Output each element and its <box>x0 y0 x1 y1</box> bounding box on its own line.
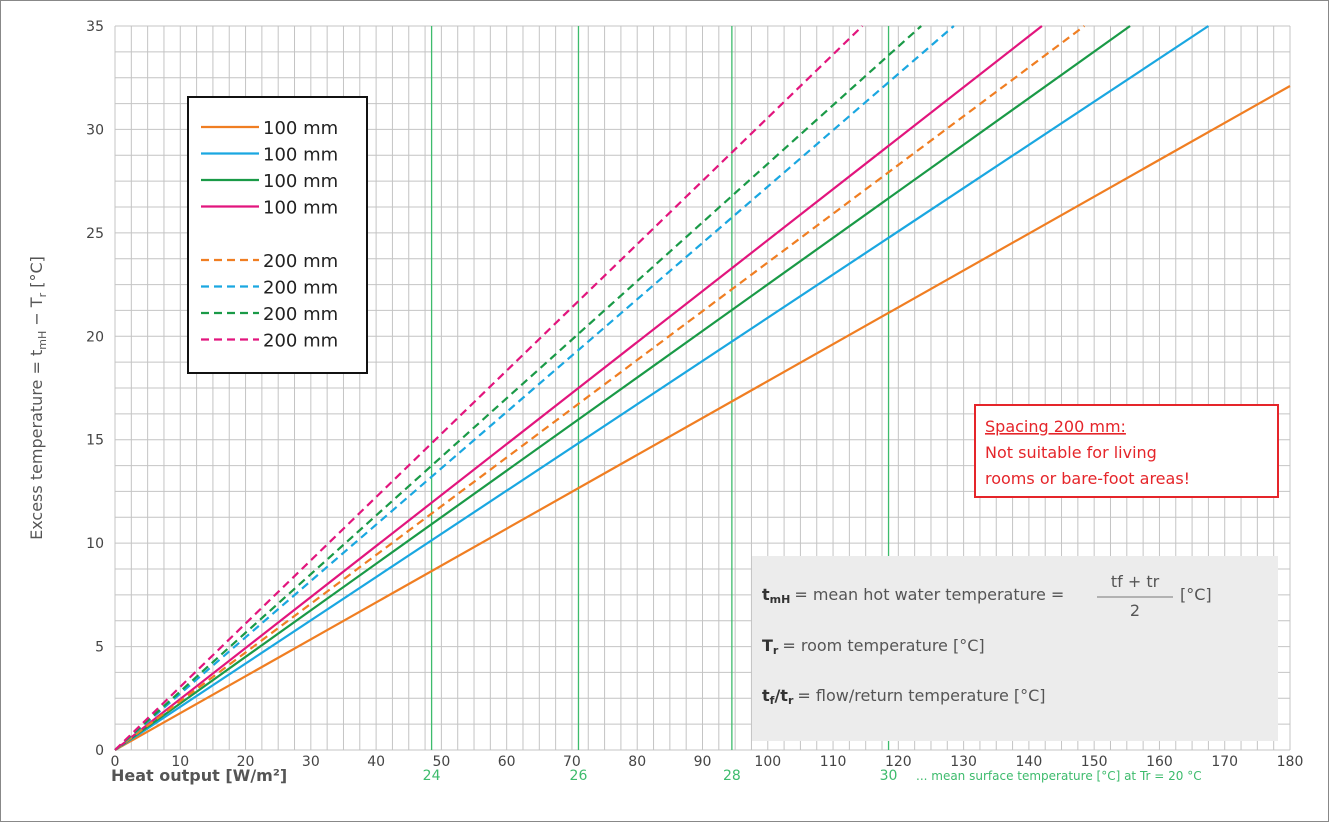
info-fraction-numerator: tf + tr <box>1111 572 1160 591</box>
warning-line-1: Not suitable for living <box>985 443 1157 462</box>
warning-line-2: rooms or bare-foot areas! <box>985 469 1190 488</box>
warning-box: Spacing 200 mm: Not suitable for living … <box>974 404 1279 498</box>
info-box: tmH = mean hot water temperature = tf + t… <box>752 556 1278 741</box>
x-tick-label: 90 <box>694 754 712 770</box>
warning-title: Spacing 200 mm: <box>985 417 1126 436</box>
x-tick-label: 40 <box>367 754 385 770</box>
x-tick-label: 120 <box>885 754 912 770</box>
info-tr-line: Tr = room temperature [°C] <box>762 636 985 657</box>
warning-border <box>974 404 1279 498</box>
x-tick-label: 160 <box>1146 754 1173 770</box>
x-tick-label: 130 <box>950 754 977 770</box>
info-box-background <box>752 556 1278 741</box>
x-tick-label: 50 <box>432 754 450 770</box>
series-line <box>114 25 1086 751</box>
y-tick-label: 30 <box>86 122 104 138</box>
x-tick-label: 100 <box>754 754 781 770</box>
x-tick-label: 110 <box>820 754 847 770</box>
x-tick-label: 150 <box>1081 754 1108 770</box>
series-line <box>114 25 864 751</box>
y-tick-label: 10 <box>86 536 104 552</box>
surface-temp-label: 24 <box>423 768 441 784</box>
series-line <box>114 25 922 751</box>
surface-temp-label: 26 <box>570 768 588 784</box>
x-tick-label: 80 <box>628 754 646 770</box>
legend-label: 100 mm <box>263 145 338 166</box>
info-tmh-line: tmH = mean hot water temperature = <box>762 585 1064 606</box>
series-lines <box>114 25 1291 751</box>
legend-label: 200 mm <box>263 304 338 325</box>
legend-label: 100 mm <box>263 171 338 192</box>
x-tick-label: 170 <box>1211 754 1238 770</box>
info-fraction-unit: [°C] <box>1180 585 1212 604</box>
legend-label: 200 mm <box>263 331 338 352</box>
info-tftr-line: tf/tr = flow/return temperature [°C] <box>762 686 1046 707</box>
y-tick-label: 0 <box>95 743 104 759</box>
x-tick-label: 30 <box>302 754 320 770</box>
legend-label: 200 mm <box>263 278 338 299</box>
x-tick-label: 20 <box>237 754 255 770</box>
x-axis-title: Heat output [W/m²] <box>111 766 287 785</box>
surface-temp-label: 28 <box>723 768 741 784</box>
legend-label: 100 mm <box>263 198 338 219</box>
series-line <box>114 85 1291 751</box>
y-tick-label: 25 <box>86 226 104 242</box>
y-tick-label: 5 <box>95 640 104 656</box>
x-tick-label: 180 <box>1277 754 1304 770</box>
y-tick-label: 35 <box>86 19 104 35</box>
series-line <box>114 25 955 751</box>
x-tick-label: 60 <box>498 754 516 770</box>
legend-box <box>187 96 368 374</box>
y-tick-labels: 0 5 10 15 20 25 30 35 <box>86 19 104 759</box>
series-line <box>114 25 1131 751</box>
legend-label: 100 mm <box>263 118 338 139</box>
surface-temperature-labels: 24 26 28 30 <box>423 768 898 784</box>
surface-temperature-note: ... mean surface temperature [°C] at Tr … <box>916 769 1202 783</box>
x-tick-label: 0 <box>111 754 120 770</box>
legend: 100 mm 100 mm 100 mm 100 mm 200 mm 200 mm 200 … <box>187 96 368 374</box>
info-fraction-denominator: 2 <box>1130 601 1140 620</box>
y-tick-label: 15 <box>86 433 104 449</box>
x-tick-labels: 0 10 20 30 40 50 60 70 80 90 100 110 120 130 140 150 160… <box>111 754 1304 770</box>
series-line <box>114 25 1043 751</box>
y-tick-label: 20 <box>86 329 104 345</box>
series-line <box>114 25 1210 751</box>
y-axis-title: Excess temperature = tmH − Tr [°C] <box>27 256 49 540</box>
surface-temp-label: 30 <box>880 768 898 784</box>
x-tick-label: 10 <box>171 754 189 770</box>
legend-items: 100 mm 100 mm 100 mm 100 mm 200 mm 200 mm 200 … <box>201 118 338 352</box>
legend-label: 200 mm <box>263 251 338 272</box>
x-tick-label: 70 <box>563 754 581 770</box>
x-tick-label: 140 <box>1016 754 1043 770</box>
